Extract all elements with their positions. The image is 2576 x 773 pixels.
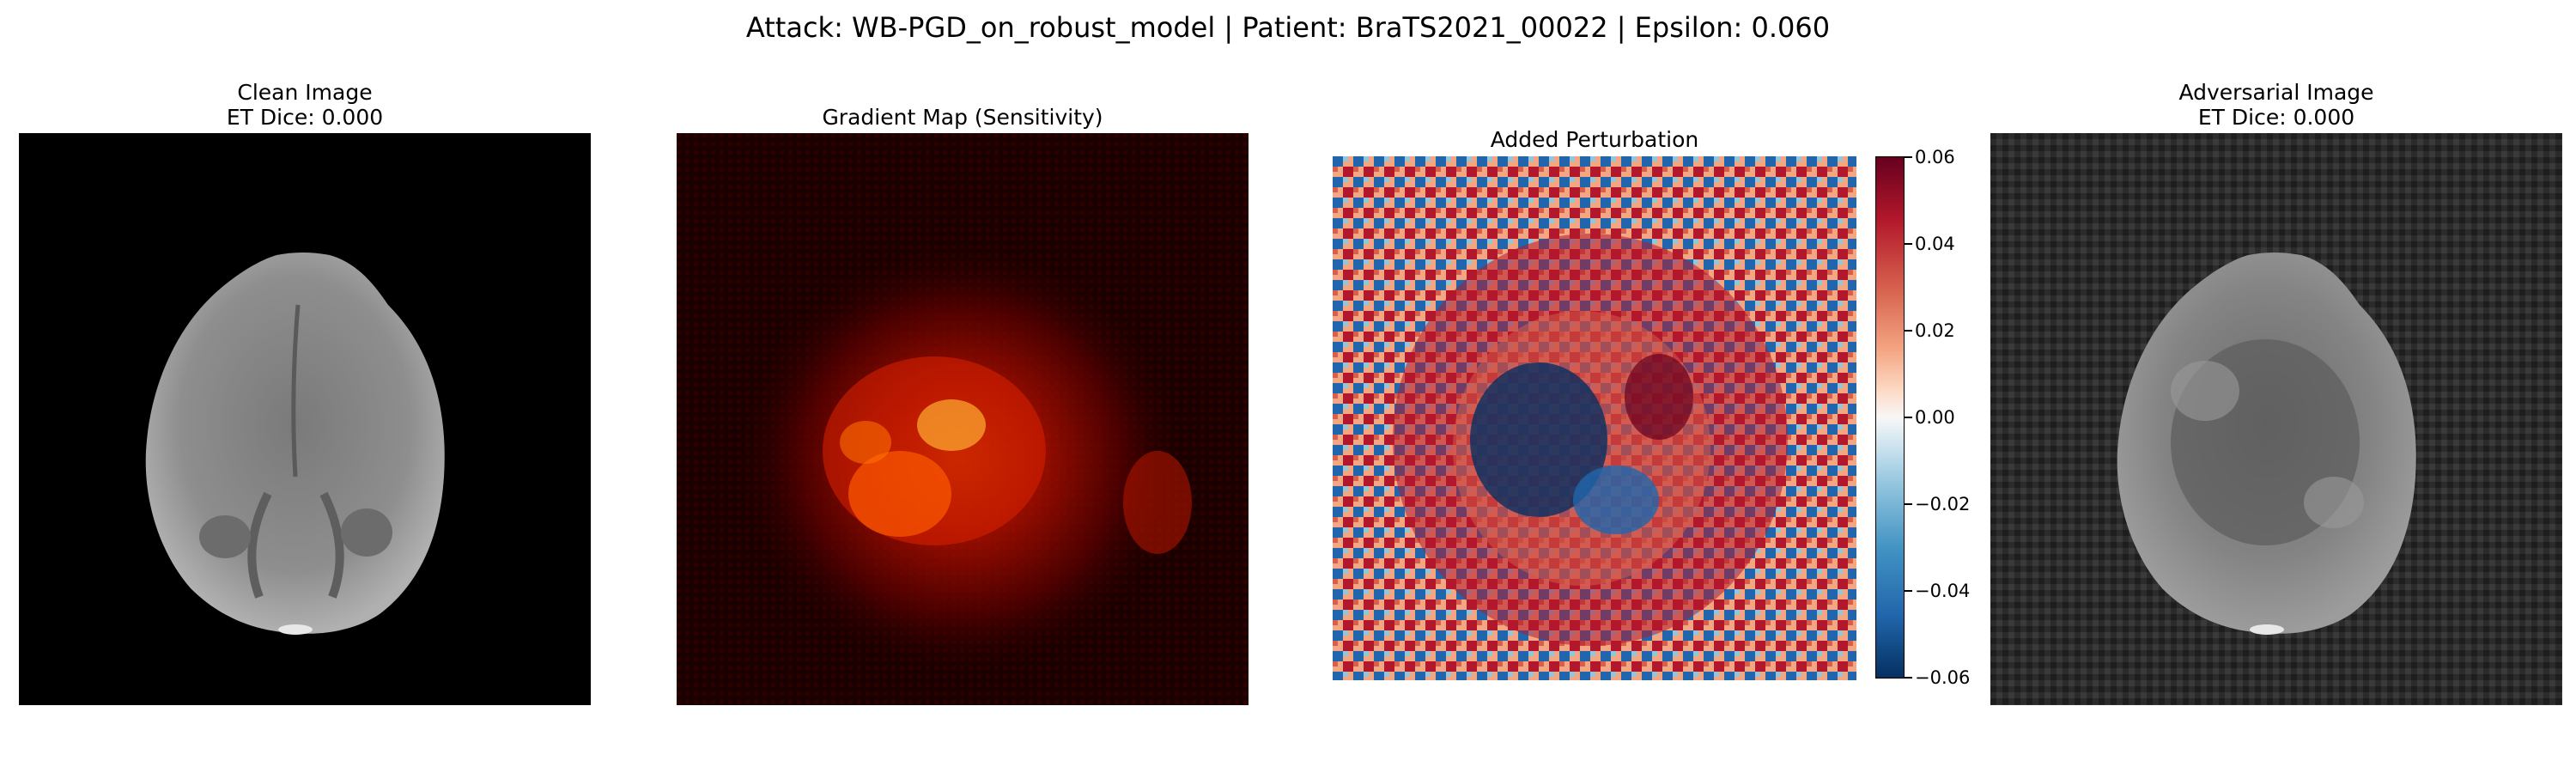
gradient-map xyxy=(677,133,1249,705)
figure-title: Attack: WB-PGD_on_robust_model | Patient… xyxy=(745,11,1831,44)
colorbar-tick-label: −0.02 xyxy=(1915,494,1971,514)
colorbar-tick-label: 0.04 xyxy=(1915,234,1955,254)
colorbar-tick-label: −0.06 xyxy=(1915,667,1971,688)
perturbation-graphic xyxy=(1333,156,1856,680)
colorbar-tick-label: 0.06 xyxy=(1915,147,1955,167)
adversarial-brain-graphic xyxy=(1990,133,2562,705)
colorbar-tick xyxy=(1905,677,1912,679)
panel-title-perturbation: Added Perturbation xyxy=(1490,127,1699,152)
gradient-heatmap-graphic xyxy=(677,133,1249,705)
colorbar-tick xyxy=(1905,503,1912,505)
panel-title-adversarial: Adversarial Image ET Dice: 0.000 xyxy=(2178,80,2374,130)
colorbar xyxy=(1875,156,1905,679)
perturbation-map xyxy=(1333,156,1856,680)
panel-title-gradient: Gradient Map (Sensitivity) xyxy=(822,105,1103,130)
colorbar-tick-label: −0.04 xyxy=(1915,581,1971,601)
clean-brain-graphic xyxy=(145,253,445,635)
colorbar-tick xyxy=(1905,417,1912,418)
colorbar-tick xyxy=(1905,330,1912,332)
adversarial-image xyxy=(1990,133,2562,705)
colorbar-tick-label: 0.00 xyxy=(1915,407,1955,428)
colorbar-tick xyxy=(1905,243,1912,245)
colorbar-tick xyxy=(1905,156,1912,158)
colorbar-tick xyxy=(1905,590,1912,592)
panel-title-clean: Clean Image ET Dice: 0.000 xyxy=(226,80,384,130)
colorbar-tick-label: 0.02 xyxy=(1915,320,1955,341)
clean-image xyxy=(19,133,591,705)
